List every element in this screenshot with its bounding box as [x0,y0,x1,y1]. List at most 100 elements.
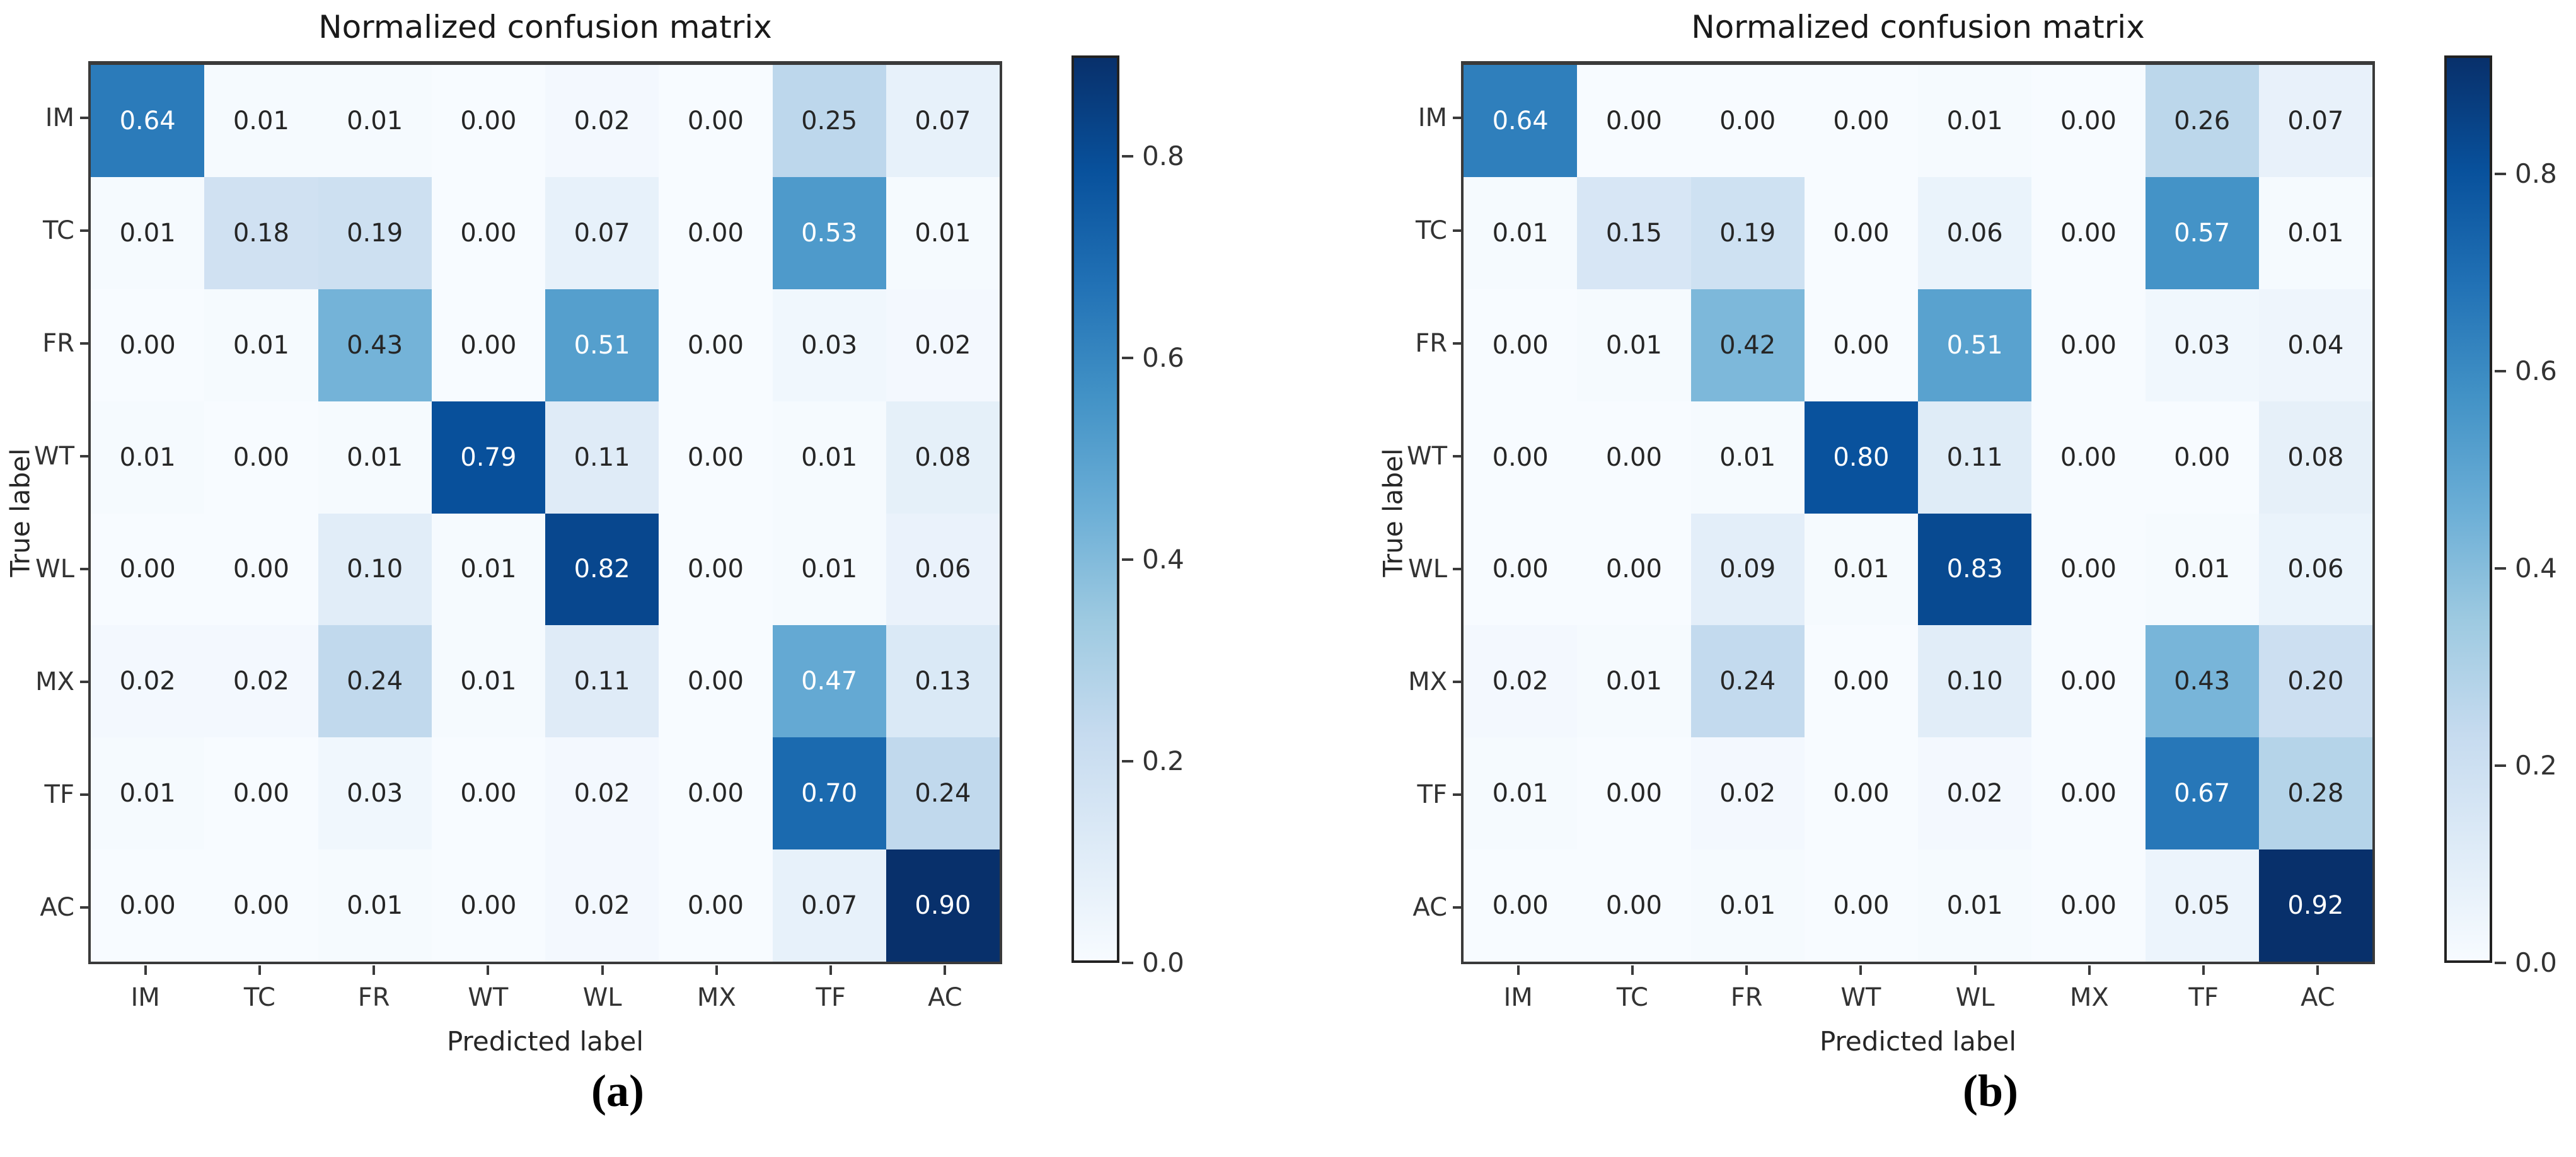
matrix-cell-value: 0.01 [119,218,176,248]
colorbar-tick-mark [2495,764,2506,767]
matrix-cell-TF-TF: 0.70 [772,737,886,850]
matrix-cell-value: 0.00 [1833,106,1890,135]
matrix-cell-IM-WL: 0.02 [545,65,659,177]
matrix-cell-value: 0.01 [1492,779,1549,809]
matrix-cell-value: 0.02 [233,667,289,696]
matrix-cell-value: 0.04 [2287,330,2344,360]
heatmap-plot-area: 0.64 0.00 0.00 0.00 0.01 0.00 0.26 0.07 0.01 0.15… [1461,61,2375,964]
x-tick-label-WT: WT [1804,965,1918,1012]
matrix-cell-WL-FR: 0.10 [318,513,432,626]
matrix-cell-AC-WL: 0.02 [545,849,659,962]
matrix-cell-MX-WL: 0.10 [1918,625,2032,738]
matrix-cell-TF-TF: 0.67 [2145,737,2259,850]
matrix-cell-value: 0.00 [687,442,744,472]
colorbar-gradient [2444,55,2492,963]
matrix-cell-FR-TC: 0.01 [204,289,318,401]
x-axis-tick-labels: IM TC FR WT WL MX TF AC [1461,965,2375,1012]
y-tick-label-IM: IM [1373,61,1461,174]
confusion-matrix-panel-a: Normalized confusion matrix True label I… [0,0,1204,1157]
matrix-cell-value: 0.08 [915,442,971,472]
x-tick-label-TF: TF [774,965,888,1012]
matrix-cell-value: 0.06 [915,555,971,584]
matrix-cell-AC-WL: 0.01 [1918,849,2032,962]
matrix-cell-value: 0.09 [1719,555,1776,584]
matrix-cell-value: 0.02 [1719,779,1776,809]
matrix-cell-value: 0.11 [574,442,630,472]
matrix-cell-value: 0.01 [2174,555,2231,584]
matrix-cell-value: 0.51 [1946,330,2003,360]
matrix-cell-value: 0.80 [1833,442,1890,472]
matrix-cell-TF-AC: 0.24 [886,737,1000,850]
matrix-cell-value: 0.00 [119,330,176,360]
matrix-cell-value: 0.26 [2174,106,2231,135]
matrix-cell-value: 0.01 [347,891,403,921]
y-tick-label-WL: WL [1373,513,1461,626]
matrix-cell-WL-TF: 0.01 [2145,513,2259,626]
matrix-cell-WL-WT: 0.01 [431,513,545,626]
matrix-cell-value: 0.01 [119,442,176,472]
matrix-cell-value: 0.47 [801,667,858,696]
matrix-cell-MX-TF: 0.43 [2145,625,2259,738]
matrix-cell-value: 0.92 [2287,891,2344,921]
matrix-cell-MX-IM: 0.02 [91,625,205,738]
matrix-cell-value: 0.19 [347,218,403,248]
matrix-cell-TF-TC: 0.00 [204,737,318,850]
matrix-cell-value: 0.00 [119,555,176,584]
matrix-cell-FR-TC: 0.01 [1577,289,1691,401]
matrix-cell-WL-TC: 0.00 [204,513,318,626]
matrix-cell-MX-FR: 0.24 [1690,625,1805,738]
matrix-cell-AC-IM: 0.00 [91,849,205,962]
matrix-cell-TF-MX: 0.00 [659,737,773,850]
matrix-cell-TC-TC: 0.18 [204,176,318,289]
matrix-cell-MX-AC: 0.20 [2258,625,2372,738]
matrix-cell-value: 0.28 [2287,779,2344,809]
x-axis-tick-labels: IM TC FR WT WL MX TF AC [88,965,1002,1012]
matrix-cell-value: 0.03 [2174,330,2231,360]
matrix-cell-FR-WT: 0.00 [1804,289,1918,401]
matrix-cell-value: 0.00 [687,555,744,584]
matrix-cell-AC-FR: 0.01 [318,849,432,962]
matrix-cell-value: 0.01 [233,330,289,360]
matrix-cell-value: 0.53 [801,218,858,248]
matrix-cell-FR-MX: 0.00 [659,289,773,401]
chart-title: Normalized confusion matrix [318,9,772,45]
matrix-cell-value: 0.01 [460,555,517,584]
matrix-cell-MX-IM: 0.02 [1464,625,1578,738]
colorbar-gradient [1071,55,1119,963]
matrix-cell-value: 0.24 [915,779,971,809]
matrix-cell-value: 0.02 [915,330,971,360]
confusion-matrix-grid: 0.64 0.01 0.01 0.00 0.02 0.00 0.25 0.07 0.01 0.18… [91,65,1000,962]
matrix-cell-value: 0.01 [1833,555,1890,584]
y-tick-label-WT: WT [0,400,88,512]
matrix-cell-value: 0.57 [2174,218,2231,248]
matrix-cell-value: 0.79 [460,442,517,472]
matrix-cell-value: 0.00 [2060,555,2117,584]
matrix-cell-value: 0.07 [915,106,971,135]
matrix-cell-value: 0.00 [1605,106,1662,135]
matrix-cell-TC-WT: 0.00 [1804,176,1918,289]
matrix-cell-value: 0.13 [915,667,971,696]
matrix-cell-AC-IM: 0.00 [1464,849,1578,962]
matrix-cell-WT-IM: 0.00 [1464,401,1578,514]
matrix-cell-TF-IM: 0.01 [1464,737,1578,850]
colorbar-tick-label-0.4: 0.4 [1142,544,1184,575]
chart-title: Normalized confusion matrix [1691,9,2145,45]
matrix-cell-WL-WL: 0.83 [1918,513,2032,626]
matrix-cell-WL-TC: 0.00 [1577,513,1691,626]
matrix-cell-value: 0.01 [915,218,971,248]
matrix-cell-WL-AC: 0.06 [2258,513,2372,626]
matrix-cell-value: 0.00 [1833,667,1890,696]
matrix-cell-WL-FR: 0.09 [1690,513,1805,626]
matrix-cell-value: 0.00 [1492,891,1549,921]
matrix-cell-WT-FR: 0.01 [318,401,432,514]
matrix-cell-IM-TF: 0.25 [772,65,886,177]
x-tick-label-IM: IM [1461,965,1575,1012]
matrix-cell-value: 0.01 [1719,891,1776,921]
matrix-cell-value: 0.03 [801,330,858,360]
colorbar-tick-mark [1122,155,1133,158]
matrix-cell-value: 0.51 [574,330,630,360]
x-axis-label: Predicted label [446,1026,644,1057]
matrix-cell-IM-TC: 0.00 [1577,65,1691,177]
matrix-cell-value: 0.08 [2287,442,2344,472]
colorbar-tick-label-0.2: 0.2 [1142,745,1184,776]
